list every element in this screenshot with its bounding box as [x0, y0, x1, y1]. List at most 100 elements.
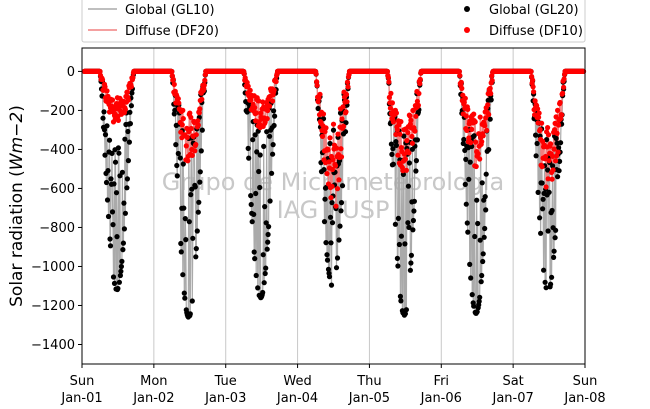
data-point [116, 279, 122, 285]
data-point [408, 260, 414, 266]
data-point [413, 158, 419, 164]
x-tick-label-date: Jan-04 [276, 391, 318, 406]
data-point [336, 177, 342, 183]
data-point [188, 192, 194, 198]
data-point [386, 94, 392, 100]
data-point [342, 129, 349, 135]
data-point [393, 139, 399, 145]
data-point [557, 99, 563, 106]
data-point [252, 256, 258, 262]
data-point [555, 107, 561, 113]
data-point [464, 127, 470, 133]
data-point [174, 173, 180, 179]
data-point [253, 190, 259, 197]
data-point [393, 142, 399, 148]
data-point [254, 149, 260, 155]
data-point [102, 84, 108, 90]
x-tick-label-date: Jan-06 [420, 391, 462, 406]
data-point [187, 110, 193, 116]
data-point [265, 231, 271, 238]
data-point [456, 68, 462, 75]
data-point [325, 147, 331, 153]
data-point [402, 241, 408, 247]
data-point [255, 285, 261, 291]
data-point [471, 303, 477, 309]
data-point [464, 220, 470, 226]
data-point [552, 235, 558, 241]
data-point [531, 89, 537, 95]
data-point [542, 279, 548, 285]
data-point [113, 190, 120, 196]
data-point [324, 252, 330, 258]
data-point [550, 163, 556, 169]
data-point [194, 228, 200, 234]
data-point [273, 79, 279, 85]
data-point [406, 160, 412, 166]
data-point [264, 129, 270, 135]
data-point [271, 108, 277, 114]
data-point [199, 96, 205, 102]
data-point [469, 292, 475, 298]
legend-label: Global (GL20) [489, 3, 579, 18]
data-point [261, 143, 267, 149]
data-point [328, 282, 335, 288]
data-point [183, 143, 189, 149]
data-point [543, 153, 549, 160]
data-point [248, 193, 254, 199]
data-point [530, 84, 536, 90]
data-point [333, 265, 340, 271]
data-point [408, 117, 414, 123]
data-point [488, 97, 494, 103]
data-point [101, 127, 108, 133]
data-point [252, 132, 258, 138]
data-point [185, 158, 191, 164]
data-point [472, 119, 478, 125]
data-point [553, 158, 559, 164]
data-point [178, 249, 184, 255]
data-point [248, 201, 254, 208]
data-point [343, 109, 349, 115]
data-point [179, 122, 185, 128]
data-point [264, 116, 270, 122]
data-point [389, 100, 395, 106]
legend-label: Diffuse (DF10) [489, 24, 583, 39]
data-point [187, 311, 193, 317]
data-point [388, 141, 394, 147]
data-point [393, 131, 399, 138]
data-point [552, 127, 558, 133]
data-point [535, 106, 541, 112]
data-point [201, 82, 207, 88]
data-point [250, 137, 256, 143]
data-point [248, 97, 254, 103]
data-point [340, 123, 347, 129]
data-point [386, 79, 392, 85]
data-point [474, 309, 480, 315]
data-point [477, 237, 483, 243]
data-point [195, 118, 201, 124]
data-point [402, 156, 408, 162]
data-point [181, 290, 187, 296]
x-tick-label-day: Sun [70, 374, 95, 389]
data-point [395, 263, 401, 269]
data-point [101, 109, 107, 115]
data-point [392, 221, 398, 227]
data-point [487, 116, 493, 122]
data-point [561, 76, 567, 82]
y-axis-label-unit: Wm−2 [7, 112, 27, 170]
data-point [395, 215, 401, 221]
data-point [537, 127, 543, 133]
data-point [171, 81, 177, 87]
data-point [189, 298, 195, 304]
data-point [335, 131, 341, 137]
legend-swatch [464, 27, 470, 33]
data-point [270, 151, 276, 157]
data-point [329, 220, 336, 226]
data-point [241, 71, 247, 77]
data-point [193, 132, 199, 138]
data-point [112, 159, 119, 165]
y-tick-label: −1200 [31, 299, 75, 314]
data-point [487, 85, 493, 91]
data-point [120, 247, 126, 253]
data-point [463, 156, 469, 162]
data-point [485, 102, 491, 108]
